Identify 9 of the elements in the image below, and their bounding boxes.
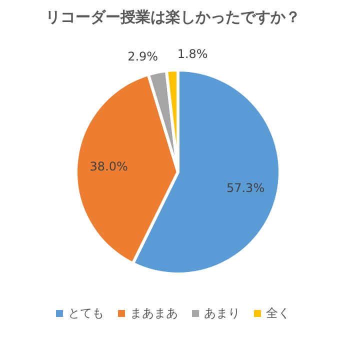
chart-title: リコーダー授業は楽しかったですか？ (44, 8, 302, 27)
legend-label: まあまあ (130, 305, 178, 322)
legend-label: とても (68, 305, 104, 322)
data-label: 38.0% (90, 159, 128, 174)
data-label: 57.3% (226, 180, 265, 195)
legend-label: あまり (204, 305, 240, 322)
legend-label: 全く (266, 305, 290, 322)
data-label: 1.8% (177, 47, 208, 62)
data-label: 2.9% (128, 49, 158, 64)
